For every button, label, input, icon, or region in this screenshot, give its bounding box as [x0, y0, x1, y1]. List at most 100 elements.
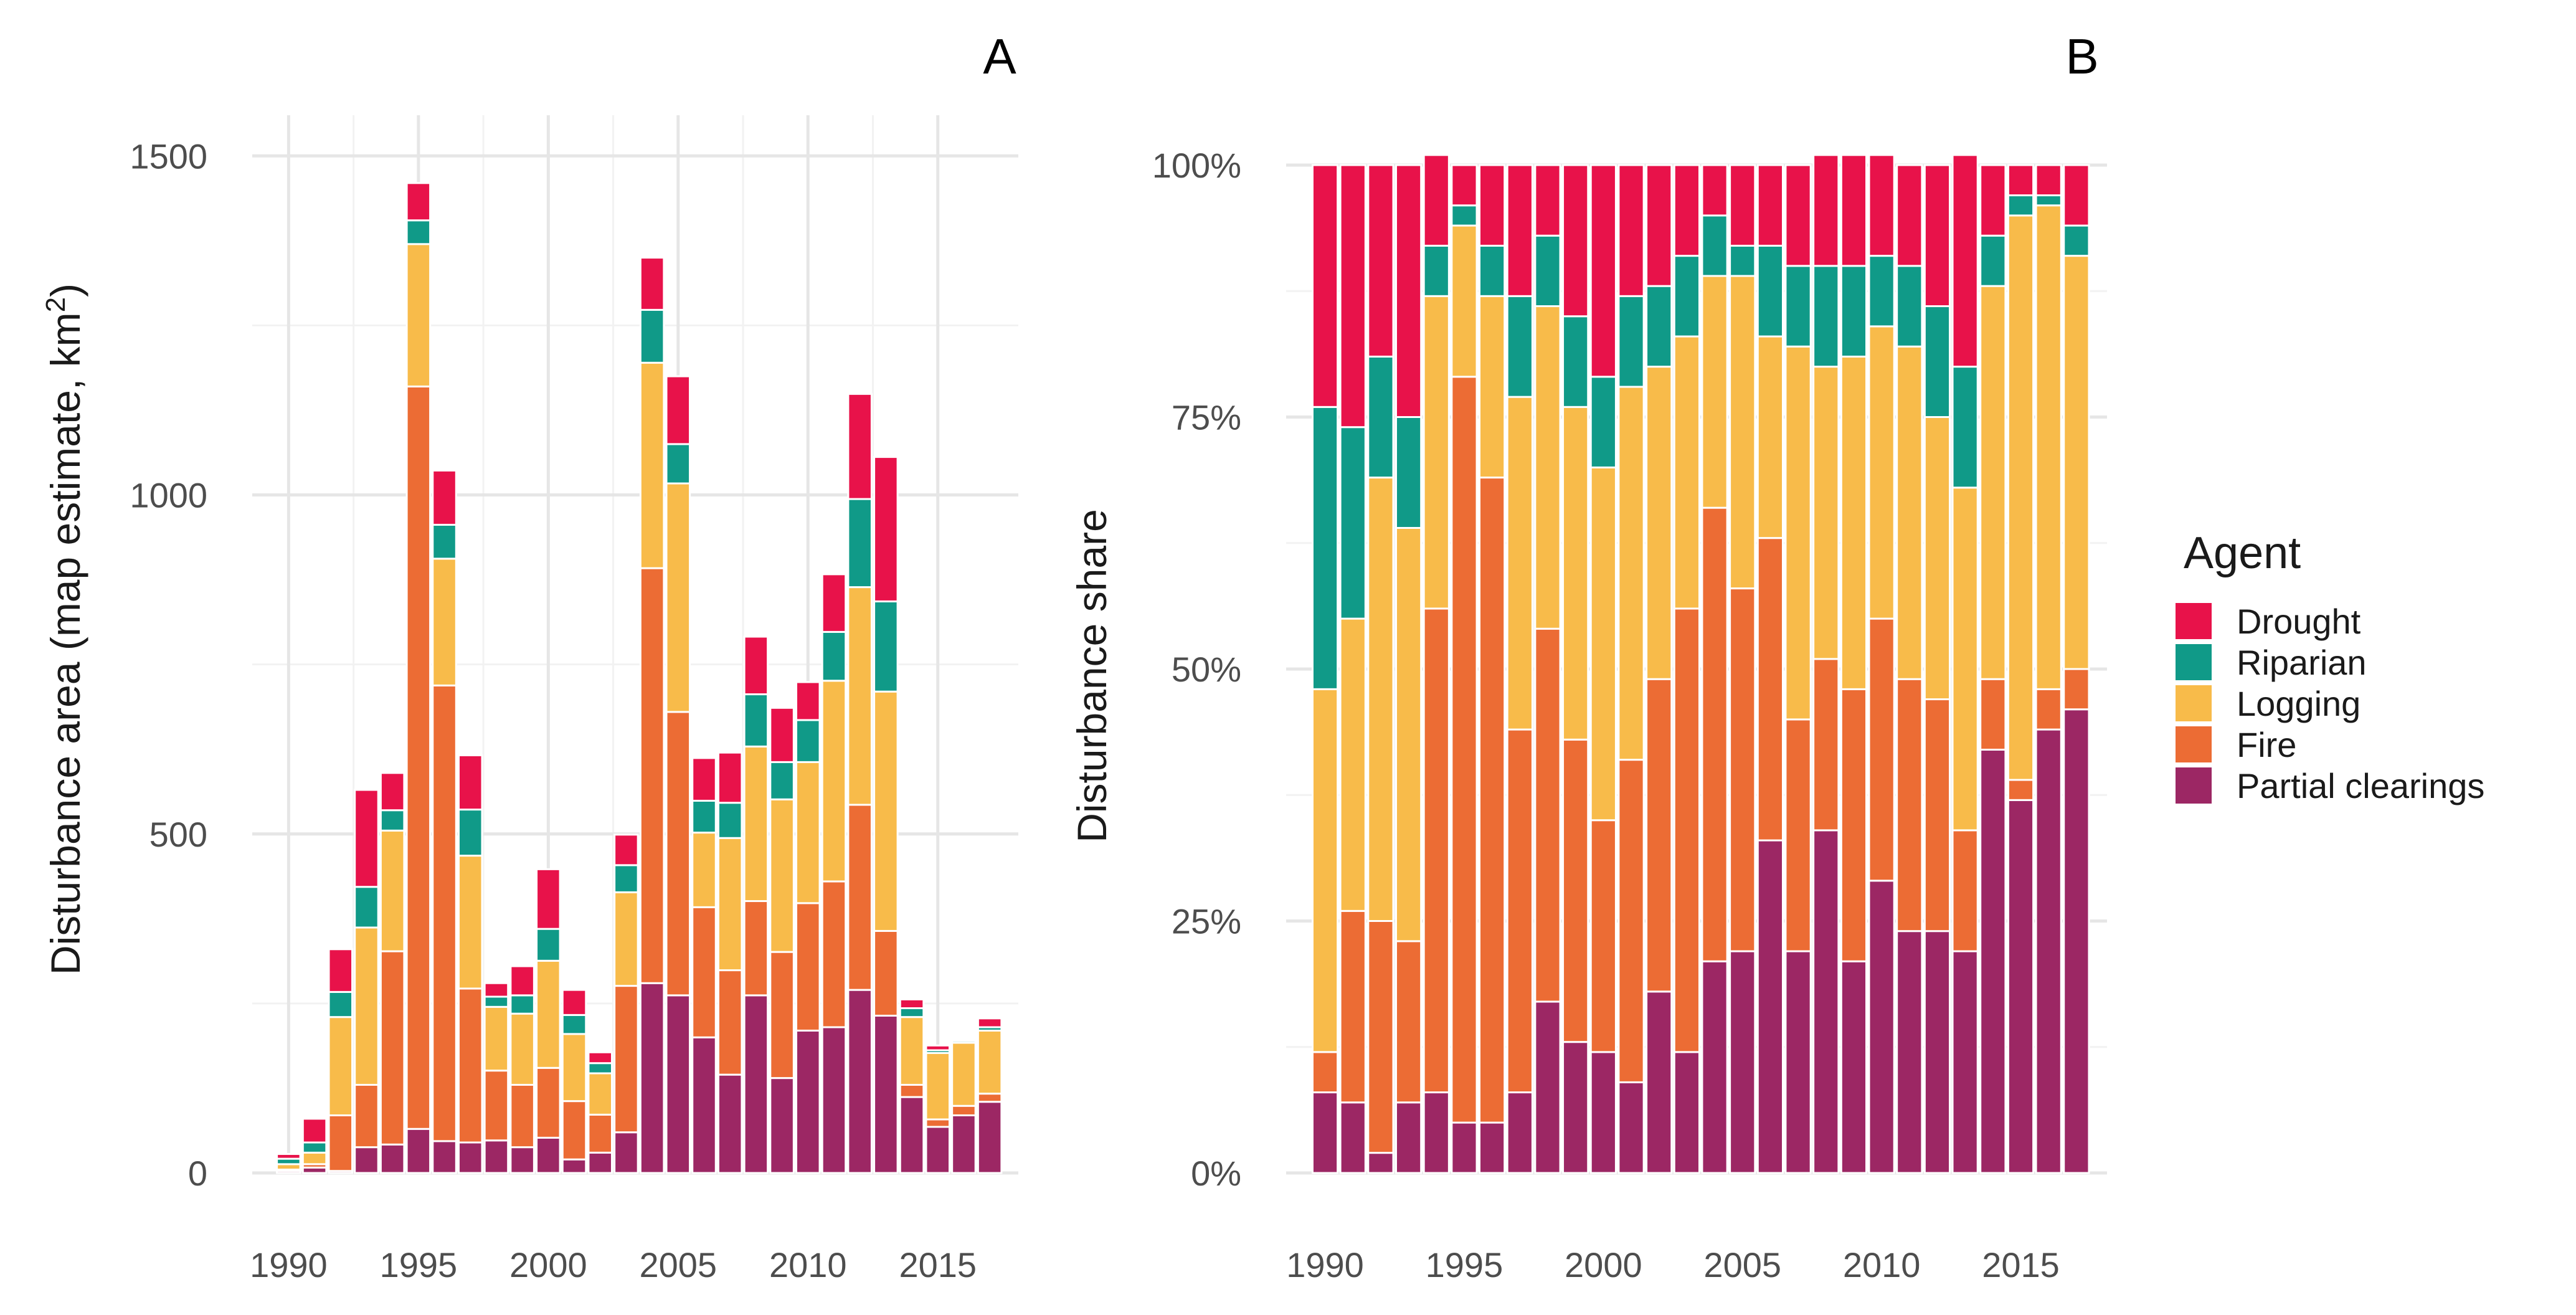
panel-b-bar-2004-fire — [1701, 506, 1728, 962]
panel-b-bar-2006-fire — [1756, 537, 1784, 842]
panel-b-bar-2013-fire — [1951, 829, 1979, 952]
panel-a-bar-1999-partial-clearings — [509, 1146, 535, 1174]
panel-b-bar-2003-riparian — [1673, 255, 1700, 338]
panel-b-bar-1993-partial-clearings — [1395, 1101, 1423, 1174]
panel-a-bar-2008-partial-clearings — [743, 994, 769, 1174]
panel-a-bar-2017-drought — [977, 1017, 1003, 1028]
panel-b-bar-1997-fire — [1506, 728, 1533, 1094]
panel-b-bar-1995-drought — [1451, 164, 1478, 207]
panel-b-bar-2007-logging — [1784, 345, 1812, 721]
panel-b-bar-1997-logging — [1506, 396, 1533, 731]
panel-a-bar-2001-riparian — [561, 1014, 587, 1035]
panel-a-y-axis-title-superscript: 2 — [40, 297, 71, 312]
panel-b-bar-2004-riparian — [1701, 214, 1728, 277]
panel-a-y-tick-label: 1500 — [130, 136, 207, 176]
panel-a-bar-2011-riparian — [821, 630, 847, 682]
panel-b-bar-1994-partial-clearings — [1423, 1091, 1450, 1174]
panel-b-bar-2017-fire — [2063, 668, 2090, 711]
panel-a-bar-2003-logging — [613, 891, 639, 987]
panel-a-bar-1991-drought — [301, 1118, 328, 1144]
panel-b-bar-1992-riparian — [1367, 355, 1395, 479]
legend-label-partial-clearings: Partial clearings — [2237, 766, 2484, 805]
panel-b-bar-2010-partial-clearings — [1868, 880, 1895, 1174]
panel-a-bar-2012-logging — [847, 586, 873, 806]
panel-b-bar-2015-riparian — [2007, 194, 2035, 217]
panel-a-bar-2001-fire — [561, 1100, 587, 1161]
panel-b-bar-1993-drought — [1395, 164, 1423, 418]
panel-b-bar-1998-logging — [1534, 305, 1561, 630]
panel-b-x-tick-label: 2015 — [1982, 1245, 2060, 1284]
panel-a-bar-1991-logging — [301, 1151, 328, 1165]
panel-b-bar-2007-drought — [1784, 164, 1812, 267]
panel-b-bar-1996-partial-clearings — [1479, 1121, 1506, 1174]
panel-a-bar-1995-drought — [405, 182, 432, 222]
panel-a-y-axis-title-main: Disturbance area (map estimate, km — [42, 312, 88, 975]
panel-a-bar-2006-drought — [691, 757, 717, 802]
panel-a-bar-2010-fire — [795, 902, 821, 1032]
panel-a-bar-2006-fire — [691, 906, 717, 1038]
panel-b-bar-2012-riparian — [1923, 305, 1951, 418]
panel-b-bar-2012-partial-clearings — [1923, 930, 1951, 1174]
panel-b-bar-2005-riparian — [1729, 244, 1756, 277]
panel-a-y-tick-labels: 0 500 1000 1500 — [130, 136, 207, 1193]
panel-b-bar-2006-riparian — [1756, 244, 1784, 338]
panel-b-bar-1991-riparian — [1339, 426, 1366, 620]
panel-b-x-tick-label: 2005 — [1703, 1245, 1781, 1284]
panel-a-bar-2001-logging — [561, 1033, 587, 1103]
panel-a-bar-2017-partial-clearings — [977, 1101, 1003, 1174]
panel-b-bar-2014-fire — [1979, 678, 2007, 751]
panel-a-bar-2001-drought — [561, 989, 587, 1016]
panel-a-bar-2003-riparian — [613, 864, 639, 893]
panel-b-bar-2003-drought — [1673, 164, 1700, 257]
panel-b-bar-1997-drought — [1506, 164, 1533, 297]
panel-b-bar-2014-partial-clearings — [1979, 748, 2007, 1174]
panel-a-bar-2011-partial-clearings — [821, 1026, 847, 1174]
legend-key-partial-clearings — [2176, 767, 2212, 804]
panel-a-bar-2015-drought — [925, 1044, 951, 1052]
panel-a-bar-2006-riparian — [691, 799, 717, 834]
panel-b-bar-1996-fire — [1479, 477, 1506, 1124]
panel-a-bar-1999-fire — [509, 1084, 535, 1149]
panel-b-bar-1991-fire — [1339, 909, 1366, 1104]
panel-b-bar-2008-drought — [1812, 154, 1840, 267]
panel-a-bar-2010-riparian — [795, 719, 821, 763]
panel-a-bar-2007-partial-clearings — [717, 1073, 743, 1174]
panel-b-bar-1992-logging — [1367, 477, 1395, 922]
panel-a-x-tick-label: 2005 — [640, 1245, 717, 1284]
panel-a-bar-1997-logging — [457, 855, 483, 990]
legend-title: Agent — [2184, 528, 2301, 578]
panel-b-bar-2008-riparian — [1812, 265, 1840, 368]
panel-b-y-tick-label: 25% — [1172, 902, 1241, 941]
panel-b-bar-2000-fire — [1589, 819, 1617, 1053]
panel-a-bar-2011-logging — [821, 680, 847, 883]
panel-a-bar-1994-logging — [379, 829, 405, 952]
panel-a-bar-2007-fire — [717, 969, 743, 1076]
panel-a-bar-1992-fire — [328, 1114, 354, 1172]
panel-b-bar-1999-partial-clearings — [1562, 1041, 1589, 1174]
panel-a-bar-2006-partial-clearings — [691, 1036, 717, 1174]
panel-b-bar-2008-partial-clearings — [1812, 829, 1840, 1174]
panel-b: 0% 25% 50% 75% 100% 1990 1995 2000 2005 2010 2015… — [1069, 29, 2107, 1284]
panel-b-bar-1999-drought — [1562, 164, 1589, 318]
panel-b-x-tick-labels: 1990 1995 2000 2005 2010 2015 — [1286, 1245, 2060, 1284]
panel-b-bar-1998-riparian — [1534, 234, 1561, 308]
panel-b-bar-2017-drought — [2063, 164, 2090, 227]
panel-a-bar-1998-logging — [483, 1005, 509, 1072]
panel-a-bar-1996-logging — [432, 558, 457, 686]
panel-b-bar-2007-partial-clearings — [1784, 950, 1812, 1174]
panel-a-bar-1996-riparian — [432, 523, 457, 560]
panel-a-y-axis-title-close: ) — [42, 283, 88, 297]
panel-b-bar-2011-drought — [1896, 164, 1923, 267]
panel-b-bar-2010-drought — [1868, 154, 1895, 257]
panel-b-bar-1992-partial-clearings — [1367, 1152, 1395, 1174]
panel-a-bar-1990-drought — [276, 1153, 301, 1160]
panel-a-bar-2002-partial-clearings — [587, 1151, 613, 1174]
panel-a-bar-2000-fire — [536, 1066, 561, 1139]
panel-b-bar-2015-fire — [2007, 779, 2035, 801]
panel-a-bar-2004-riparian — [639, 308, 665, 364]
panel-a-bar-2000-logging — [536, 959, 561, 1069]
panel-b-bar-1997-partial-clearings — [1506, 1091, 1533, 1174]
panel-a-x-tick-label: 1990 — [250, 1245, 328, 1284]
panel-a-bar-2009-drought — [769, 706, 795, 763]
panel-b-y-tick-label: 100% — [1152, 146, 1241, 185]
